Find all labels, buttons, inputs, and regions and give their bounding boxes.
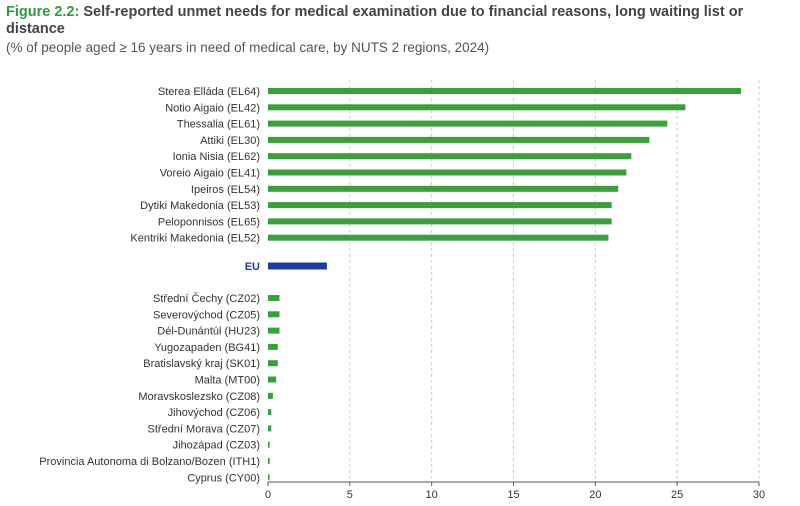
category-label: Moravskoslezsko (CZ08)	[138, 391, 260, 403]
bar	[268, 185, 619, 192]
category-label: EU	[245, 261, 260, 273]
category-label: Severovýchod (CZ05)	[153, 309, 260, 321]
bar	[268, 425, 272, 432]
category-label: Dél-Dunántúl (HU23)	[157, 326, 260, 338]
figure-label: Figure 2.2:	[6, 4, 80, 20]
category-label: Cyprus (CY00)	[187, 472, 260, 484]
category-label: Střední Morava (CZ07)	[148, 423, 260, 435]
category-label: Malta (MT00)	[195, 375, 260, 387]
chart-subtitle: (% of people aged ≥ 16 years in need of …	[6, 40, 490, 55]
bar	[268, 474, 270, 481]
bar	[268, 262, 327, 270]
bar	[268, 409, 272, 416]
category-label: Voreio Aigaio (EL41)	[160, 168, 260, 180]
category-label: Peloponnisos (EL65)	[158, 216, 260, 228]
x-tick-label: 15	[507, 489, 519, 501]
x-tick-label: 5	[347, 489, 353, 501]
category-label: Dytiki Makedonia (EL53)	[140, 200, 260, 212]
bar	[268, 169, 627, 176]
bar	[268, 136, 650, 143]
bar	[268, 327, 280, 334]
category-label: Attiki (EL30)	[200, 135, 260, 147]
bar	[268, 343, 278, 350]
x-tick-label: 30	[753, 489, 765, 501]
category-label: Ipeiros (EL54)	[191, 184, 260, 196]
category-label: Kentriki Makedonia (EL52)	[130, 233, 260, 245]
category-label: Jihozápad (CZ03)	[173, 440, 260, 452]
x-tick-label: 25	[671, 489, 683, 501]
bar	[268, 153, 632, 160]
bar	[268, 234, 609, 241]
bar	[268, 295, 280, 301]
chart-title-text: Self-reported unmet needs for medical ex…	[6, 4, 744, 37]
chart-title: Figure 2.2: Self-reported unmet needs fo…	[6, 4, 791, 38]
category-label: Yugozapaden (BG41)	[154, 342, 260, 354]
bar	[268, 218, 612, 225]
bar	[268, 441, 270, 448]
category-label: Thessalia (EL61)	[177, 119, 260, 131]
bar	[268, 392, 273, 399]
category-label: Notio Aigaio (EL42)	[165, 102, 260, 114]
category-label: Střední Čechy (CZ02)	[153, 292, 260, 305]
category-label: Ionia Nisia (EL62)	[173, 151, 260, 163]
x-tick-label: 20	[589, 489, 601, 501]
category-label: Jihovýchod (CZ06)	[168, 407, 260, 419]
bar	[268, 360, 278, 367]
category-label: Sterea Elláda (EL64)	[158, 86, 260, 98]
bar	[268, 88, 741, 94]
bar	[268, 202, 612, 209]
x-tick-label: 0	[265, 489, 271, 501]
category-label: Bratislavský kraj (SK01)	[143, 358, 260, 370]
category-label: Provincia Autonoma di Bolzano/Bozen (ITH…	[39, 456, 260, 468]
chart-header: Figure 2.2: Self-reported unmet needs fo…	[6, 4, 791, 56]
bar	[268, 120, 668, 127]
bar	[268, 458, 270, 464]
bar	[268, 376, 277, 383]
bar	[268, 104, 686, 111]
bar	[268, 311, 280, 318]
x-tick-label: 10	[426, 489, 438, 501]
